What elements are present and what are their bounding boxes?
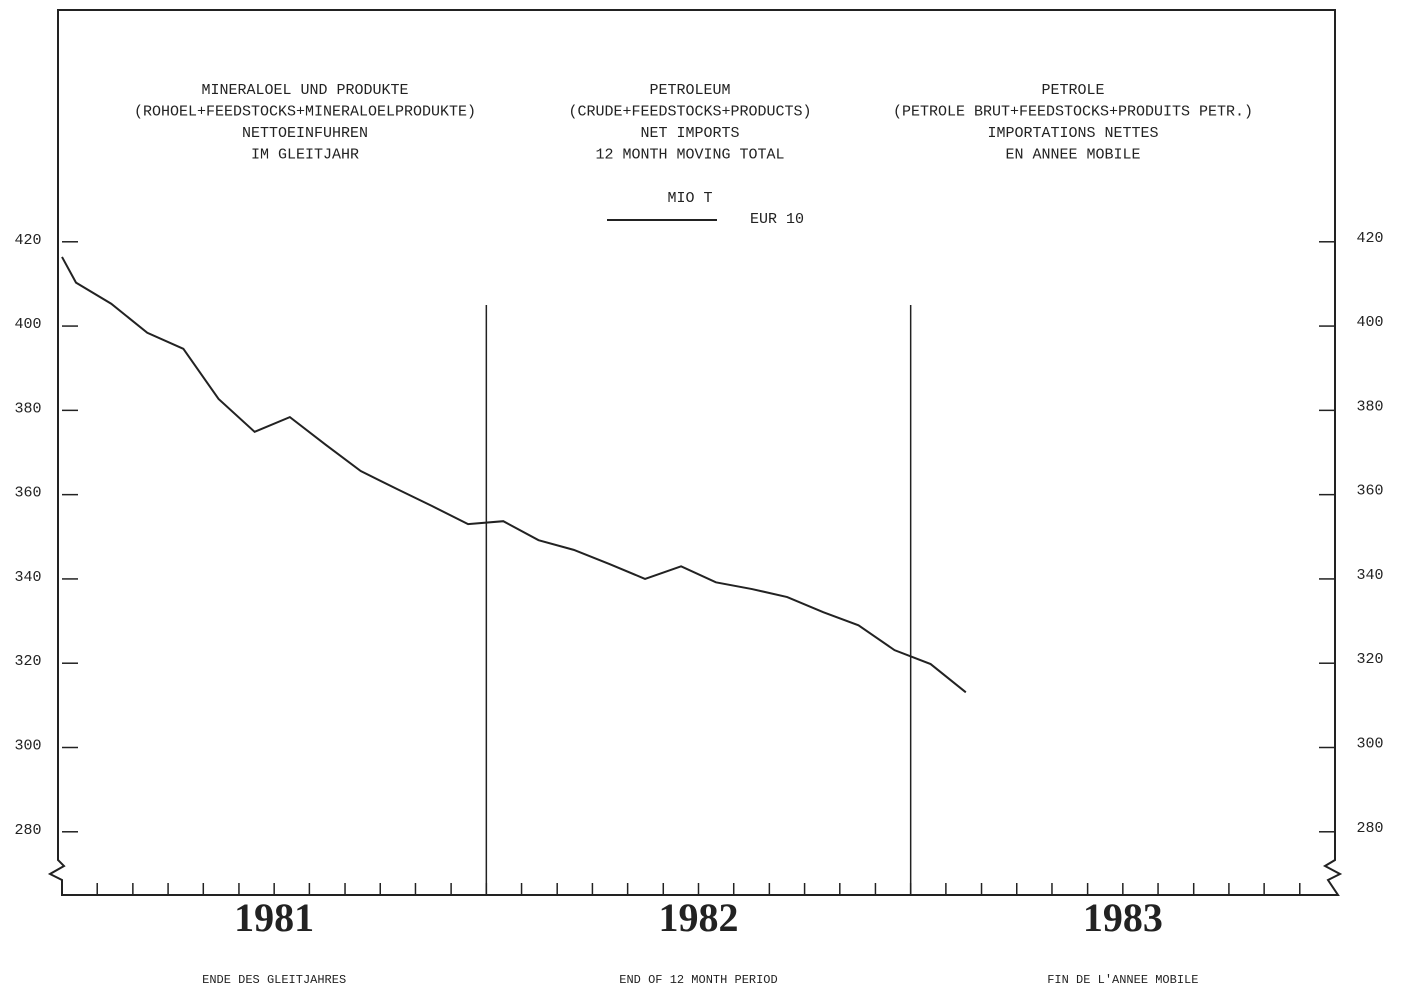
title-line: NET IMPORTS [640,125,739,142]
title-line: NETTOEINFUHREN [242,125,368,142]
title-line: PETROLE [1041,82,1104,99]
footer-label: ENDE DES GLEITJAHRES [202,973,346,987]
title-line: IM GLEITJAHR [251,146,359,163]
legend-label: EUR 10 [750,211,804,228]
y-tick-label-right: 300 [1356,735,1383,752]
title-line: PETROLEUM [649,82,730,99]
y-tick-label: 420 [14,232,41,249]
x-tick-label: 1982 [659,895,739,940]
y-tick-label: 280 [14,822,41,839]
y-tick-label-right: 420 [1356,230,1383,247]
x-tick-label: 1983 [1083,895,1163,940]
x-tick-label: 1981 [234,895,314,940]
y-tick-label-right: 400 [1356,314,1383,331]
title-line: (CRUDE+FEEDSTOCKS+PRODUCTS) [568,103,811,120]
title-line: (ROHOEL+FEEDSTOCKS+MINERALOELPRODUKTE) [134,103,476,120]
plot-frame [47,9,1343,896]
footer-label: FIN DE L'ANNEE MOBILE [1047,973,1198,987]
title-line: (PETROLE BRUT+FEEDSTOCKS+PRODUITS PETR.) [893,103,1253,120]
y-tick-label: 400 [14,316,41,333]
y-tick-label: 380 [14,400,41,417]
y-tick-label-right: 380 [1356,398,1383,415]
y-tick-label: 340 [14,569,41,586]
y-tick-label-right: 320 [1356,651,1383,668]
y-tick-label: 300 [14,737,41,754]
y-tick-label-right: 360 [1356,483,1383,500]
title-line: EN ANNEE MOBILE [1005,146,1140,163]
y-tick-label-right: 340 [1356,567,1383,584]
data-line [61,256,967,694]
y-tick-label: 360 [14,485,41,502]
title-line: MINERALOEL UND PRODUKTE [201,82,408,99]
title-line: IMPORTATIONS NETTES [987,125,1158,142]
unit-label: MIO T [667,190,712,207]
frame [47,9,1343,896]
footer-label: END OF 12 MONTH PERIOD [619,973,777,987]
y-tick-label: 320 [14,653,41,670]
y-tick-label-right: 280 [1356,820,1383,837]
title-line: 12 MONTH MOVING TOTAL [595,146,784,163]
